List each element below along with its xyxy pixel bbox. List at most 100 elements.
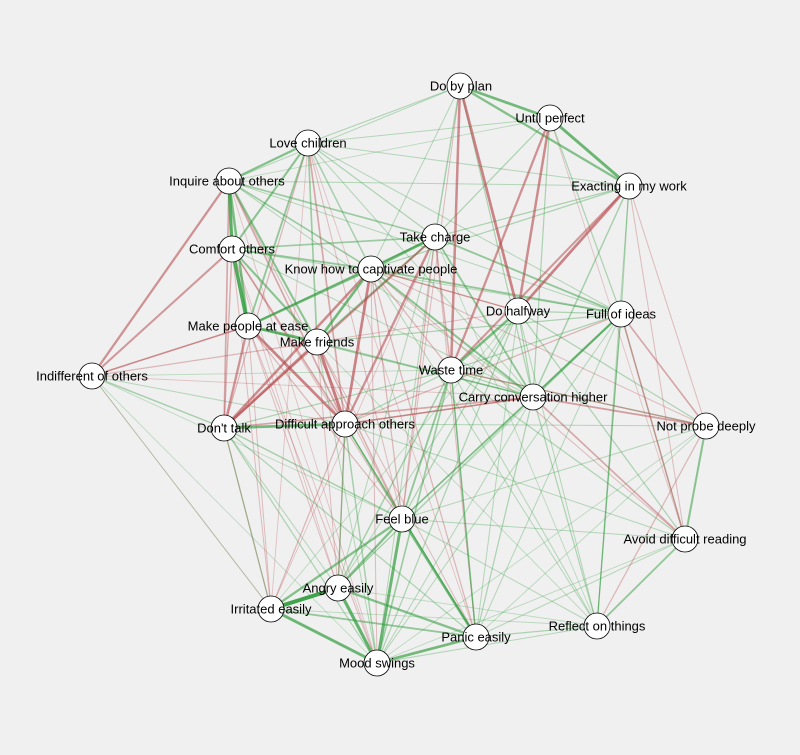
edge-exacting-waste-time [449,184,631,372]
edge-take-charge-mood [376,236,436,664]
edge-love-children-inquire [227,141,310,183]
node-label: Feel blue [375,512,428,527]
edge-comfort-indifferent [90,247,234,378]
node-dont-talk[interactable]: Don't talk [197,414,251,442]
edge-friends-captivate [315,267,373,344]
node-do-halfway[interactable]: Do halfway [486,297,551,325]
node-waste-time[interactable]: Waste time [419,356,484,384]
edge-inquire-take-charge [228,180,436,238]
edge-comfort-angry [231,248,339,589]
node-take-charge[interactable]: Take charge [400,223,471,251]
node-ease[interactable]: Make people at ease [188,312,309,340]
edge-angry-waste-time [337,369,452,589]
edge-irritated-mood [269,607,379,665]
node-panic[interactable]: Panic easily [441,623,511,651]
edge-difficult-approach-waste-time [344,369,452,425]
edge-conversation-feel-blue [401,396,534,520]
edge-do-by-plan-feel-blue [401,85,461,520]
node-label: Make people at ease [188,319,309,334]
node-layer: Do by plan Until perfect Love children Exac… [36,72,756,677]
edge-avoid-reading-exacting [628,185,686,540]
edge-friends-difficult-approach [315,340,347,426]
node-mood[interactable]: Mood swings [339,649,415,677]
node-label: Carry conversation higher [459,390,609,405]
edge-captivate-difficult-approach [343,267,373,426]
edge-inquire-mood [228,180,378,664]
edge-mood-do-halfway [376,310,519,664]
node-feel-blue[interactable]: Feel blue [375,505,429,533]
node-captivate[interactable]: Know how to captivate people [285,255,458,283]
edge-exacting-love-children [307,142,630,187]
node-avoid-reading[interactable]: Avoid difficult reading [623,525,747,553]
edge-waste-time-panic [450,369,477,638]
node-until-perfect[interactable]: Until perfect [515,104,585,132]
edge-love-children-friends [307,142,318,343]
edge-reflect-full-ideas [596,313,622,627]
node-circle [583,612,611,640]
edge-indifferent-irritated [91,375,272,610]
node-label: Full of ideas [586,307,657,322]
node-label: Take charge [400,230,471,245]
edge-feel-blue-ease [247,325,403,520]
edge-full-ideas-mood [376,313,622,664]
node-do-by-plan[interactable]: Do by plan [430,72,492,100]
edge-feel-blue-mood [375,517,404,665]
edge-do-halfway-reflect [517,310,598,627]
node-label: Not probe deeply [656,419,756,434]
node-label: Avoid difficult reading [623,532,746,547]
edge-reflect-take-charge [434,236,598,627]
edge-indifferent-feel-blue [91,375,403,520]
edge-conversation-mood [376,396,534,664]
node-comfort[interactable]: Comfort others [189,235,275,263]
node-reflect[interactable]: Reflect on things [549,612,646,640]
node-full-ideas[interactable]: Full of ideas [586,300,657,328]
node-friends[interactable]: Make friends [280,328,355,356]
node-label: Indifferent of others [36,369,148,384]
edge-until-perfect-take-charge [434,117,551,238]
edge-conversation-angry [337,396,534,589]
edge-love-children-comfort [230,141,310,251]
node-indifferent[interactable]: Indifferent of others [36,362,148,390]
node-inquire[interactable]: Inquire about others [169,167,285,195]
edge-not-probe-panic [475,425,707,638]
edge-take-charge-conversation [434,236,534,398]
node-label: Difficult approach others [275,417,415,432]
edge-waste-time-not-probe [450,369,707,427]
node-irritated[interactable]: Irritated easily [231,595,312,623]
edge-dont-talk-irritated [223,427,272,610]
edge-angry-difficult-approach [337,423,346,589]
edge-full-ideas-conversation [531,312,623,399]
edge-exacting-take-charge [434,185,630,238]
node-angry[interactable]: Angry easily [303,574,374,602]
edge-until-perfect-full-ideas [549,117,622,315]
edge-angry-panic [336,586,478,639]
node-not-probe[interactable]: Not probe deeply [656,412,756,440]
node-difficult-approach[interactable]: Difficult approach others [275,410,415,438]
node-circle [615,172,643,200]
edge-comfort-feel-blue [231,248,403,520]
edge-do-halfway-irritated [270,310,519,610]
edge-panic-waste-time [450,369,477,638]
edge-do-halfway-waste-time [449,309,520,372]
node-label: Don't talk [197,421,251,436]
node-conversation[interactable]: Carry conversation higher [459,383,609,411]
node-circle [671,525,699,553]
edge-captivate-full-ideas [370,268,622,315]
edge-ease-dont-talk [222,324,250,430]
node-love-children[interactable]: Love children [269,129,347,157]
edge-do-halfway-avoid-reading [517,310,686,540]
edge-inquire-captivate [228,180,372,270]
edge-take-charge-waste-time [434,236,452,371]
node-label: Reflect on things [549,619,646,634]
edge-irritated-dont-talk [223,427,272,610]
edge-conversation-difficult-approach [344,396,534,425]
edge-love-children-conversation [307,142,534,398]
edge-full-ideas-reflect [596,313,622,627]
node-exacting[interactable]: Exacting in my work [571,172,687,200]
edge-friends-mood [316,341,378,664]
edge-take-charge-panic [434,236,477,638]
edge-inquire-indifferent [90,179,231,378]
edge-panic-do-halfway [475,310,519,638]
node-label: Love children [269,136,346,151]
edge-exacting-do-halfway [516,184,631,313]
